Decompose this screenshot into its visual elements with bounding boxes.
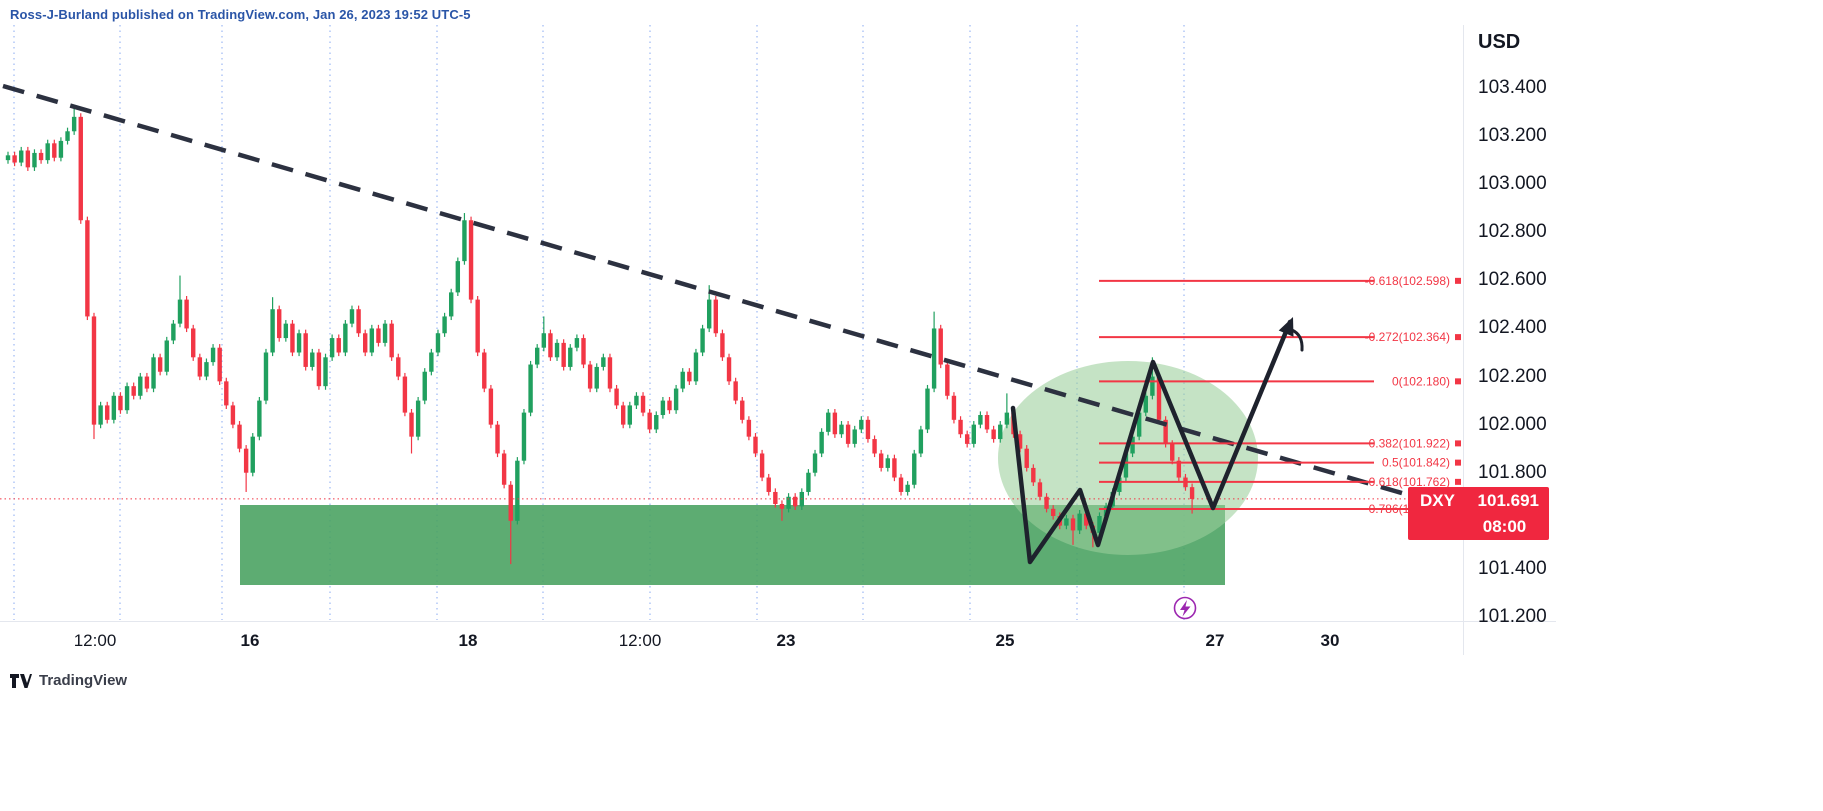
price-axis-tick: 101.200 [1478,605,1547,627]
flash-marker[interactable] [1173,596,1197,620]
price-axis-tick: 102.000 [1478,413,1547,435]
tradingview-watermark[interactable]: TradingView [10,672,127,689]
badge-price: 101.691 [1477,490,1539,510]
badge-symbol: DXY [1420,490,1455,510]
projection-arrowhead-icon [1278,317,1294,337]
badge-countdown: 08:00 [1482,517,1527,536]
fib-level-label: 0.5(101.842) [1382,456,1450,470]
watermark-label: TradingView [39,672,128,689]
price-axis-tick: 103.400 [1478,77,1547,98]
descending-trendline[interactable] [2,83,1413,499]
lightning-icon [1180,600,1191,617]
price-axis-tick: 102.600 [1478,269,1547,291]
time-axis-label: 12:00 [73,631,117,650]
price-axis-tick: 102.400 [1478,317,1547,339]
fib-level-handle[interactable] [1455,378,1461,385]
fib-level-handle[interactable] [1455,334,1461,341]
price-axis-tick: 102.200 [1478,365,1547,387]
time-axis-label: 23 [776,631,796,650]
time-axis-label: 18 [458,631,478,650]
fib-level-handle[interactable] [1455,478,1461,485]
fib-level-label: -0.618(102.598) [1365,274,1450,288]
time-axis-label: 12:00 [618,631,662,650]
price-axis-tick: 102.800 [1478,221,1547,243]
fib-level-handle[interactable] [1455,277,1461,284]
projection-zigzag[interactable] [1010,319,1293,565]
price-axis-tick: 103.000 [1478,173,1547,195]
time-axis-label: 30 [1320,631,1340,650]
price-axis[interactable]: USD 103.400 103.200 103.000 102.800 102.600 1… [1466,0,1576,660]
currency-label: USD [1478,31,1521,53]
price-axis-tick: 101.400 [1478,557,1547,579]
time-axis-label: 25 [995,631,1015,650]
fib-level-label: 0(102.180) [1392,374,1450,388]
projection-arrow-tail [1290,328,1304,352]
time-axis-label: 16 [240,631,260,650]
fib-level-label: 0.382(101.922) [1369,436,1450,450]
time-axis-label: 27 [1205,631,1225,650]
price-axis-tick: 101.800 [1478,461,1547,483]
candlestick-series [5,104,1195,565]
fib-level-handle[interactable] [1455,459,1461,466]
tradingview-logo-icon [10,673,32,688]
fib-level-handle[interactable] [1455,440,1461,447]
attribution-text: Ross-J-Burland published on TradingView.… [10,7,471,22]
fib-level-label: 0.618(101.762) [1369,475,1450,489]
price-axis-tick: 103.200 [1478,125,1547,147]
current-price-badge: DXY 101.691 08:00 [1408,487,1549,540]
fib-level-label: -0.272(102.364) [1365,330,1450,344]
time-axis[interactable]: 12:00 16 18 12:00 23 25 27 30 [0,622,1463,660]
